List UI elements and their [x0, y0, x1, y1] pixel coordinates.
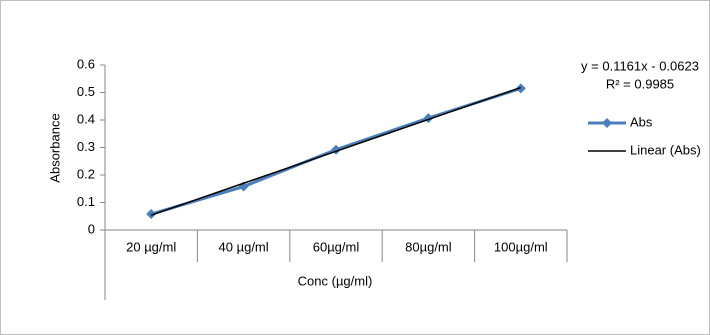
data-marker: [146, 209, 157, 220]
x-tick-label: 80µg/ml: [405, 239, 452, 254]
x-tick-label: 100µg/ml: [494, 239, 548, 254]
legend-marker: [602, 118, 612, 128]
data-marker: [515, 83, 526, 94]
trend-r-squared: R² = 0.9985: [606, 76, 674, 91]
x-tick-label: 60µg/ml: [313, 239, 360, 254]
y-tick-label: 0.6: [77, 56, 95, 71]
legend-label: Linear (Abs): [630, 142, 701, 157]
y-tick-label: 0.2: [77, 166, 95, 181]
trend-equation: y = 0.1161x - 0.0623: [581, 58, 699, 73]
x-tick-label: 40 µg/ml: [219, 239, 269, 254]
trend-line: [150, 86, 522, 216]
x-axis-label: Conc (µg/ml): [298, 273, 373, 288]
y-tick-label: 0: [88, 221, 95, 236]
y-axis-label: Absorbance: [47, 113, 62, 182]
legend-label: Abs: [630, 114, 653, 129]
y-tick-label: 0.1: [77, 194, 95, 209]
y-tick-label: 0.3: [77, 139, 95, 154]
y-tick-label: 0.5: [77, 84, 95, 99]
y-tick-label: 0.4: [77, 111, 95, 126]
x-tick-label: 20 µg/ml: [126, 239, 176, 254]
